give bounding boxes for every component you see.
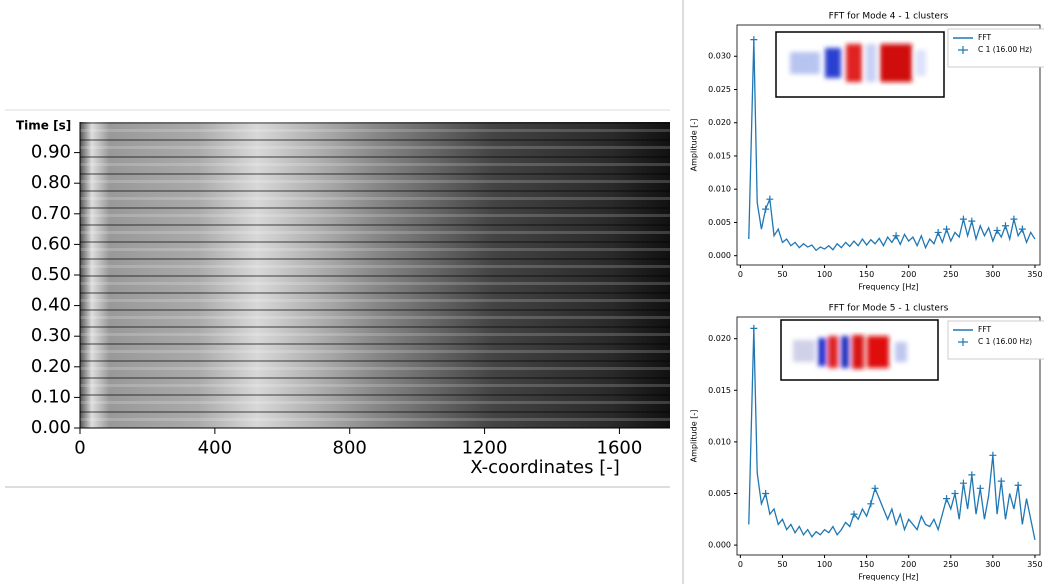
peak-marker [968,217,976,225]
chart-title: FFT for Mode 4 - 1 clusters [829,12,949,22]
x-tick-label: 1200 [462,437,508,458]
peak-marker [1001,222,1009,230]
legend-marker [958,338,968,346]
legend-label: FFT [978,325,991,334]
y-tick-label: 0.015 [708,151,731,160]
spacetime-streaks [80,122,670,428]
y-tick-label: 0.000 [708,541,731,550]
y-tick-label: 0.005 [708,218,731,227]
x-axis-label: Frequency [Hz] [858,283,918,292]
y-tick-label: 0.90 [31,142,71,163]
peak-marker [762,489,770,497]
x-tick-label: 350 [1027,560,1042,569]
plot-frame [736,316,1041,556]
y-axis-label: Amplitude [-] [690,410,699,463]
legend-label: C 1 (16.00 Hz) [978,45,1032,54]
inset-mode-4 [775,31,945,98]
x-tick-label: 0 [74,437,85,458]
peak-marker [871,484,879,492]
peak-marker [968,471,976,479]
x-tick-label: 250 [943,270,958,279]
y-tick-label: 0.030 [708,52,731,61]
peak-marker [750,324,758,332]
x-tick-label: 0 [738,270,743,279]
y-tick-label: 0.20 [31,356,71,377]
x-axis-label: Frequency [Hz] [858,573,918,582]
x-tick-label: 250 [943,560,958,569]
y-tick-label: 0.020 [708,118,731,127]
y-tick-label: 0.010 [708,437,731,446]
y-tick-label: 0.010 [708,185,731,194]
peak-marker [943,495,951,503]
legend-box [947,320,1044,360]
peak-marker [993,226,1001,234]
peak-marker [989,451,997,459]
peak-marker [1014,481,1022,489]
inset-mode-5 [780,319,939,381]
fft-line [748,328,1036,541]
y-tick-label: 0.025 [708,85,731,94]
y-tick-label: 0.50 [31,264,71,285]
y-tick-label: 0.30 [31,325,71,346]
y-axis-label: Time [s] [16,119,71,133]
x-tick-label: 0 [738,560,743,569]
x-tick-label: 150 [859,560,874,569]
peak-marker [892,232,900,240]
x-tick-label: 350 [1027,270,1042,279]
peak-marker [997,477,1005,485]
peak-marker [943,225,951,233]
legend-marker [958,46,968,54]
peak-marker [1010,215,1018,223]
x-tick-label: 200 [901,270,916,279]
x-tick-label: 400 [198,437,232,458]
x-tick-label: 150 [859,270,874,279]
x-tick-label: 50 [777,270,787,279]
x-tick-label: 100 [817,560,832,569]
fft-line [748,39,1036,252]
peak-marker [951,489,959,497]
peak-marker [766,195,774,203]
x-tick-label: 300 [985,270,1000,279]
y-tick-label: 0.000 [708,251,731,260]
y-tick-label: 0.00 [31,417,71,438]
peak-marker [750,36,758,44]
peak-marker [959,479,967,487]
y-tick-label: 0.020 [708,334,731,343]
y-tick-label: 0.005 [708,489,731,498]
x-tick-label: 100 [817,270,832,279]
y-tick-label: 0.015 [708,386,731,395]
peak-marker [934,228,942,236]
y-tick-label: 0.10 [31,386,71,407]
chart-title: FFT for Mode 5 - 1 clusters [829,304,949,314]
y-tick-label: 0.80 [31,172,71,193]
peak-marker [762,205,770,213]
y-axis-label: Amplitude [-] [690,119,699,172]
x-tick-label: 50 [777,560,787,569]
x-tick-label: 200 [901,560,916,569]
y-tick-label: 0.70 [31,203,71,224]
y-tick-label: 0.40 [31,295,71,316]
y-tick-label: 0.60 [31,233,71,254]
legend-box [947,28,1044,68]
peak-marker [976,484,984,492]
plot-frame [736,24,1041,266]
peak-marker [850,510,858,518]
legend-label: C 1 (16.00 Hz) [978,337,1032,346]
peak-marker [959,215,967,223]
x-tick-label: 800 [333,437,367,458]
peak-marker [867,500,875,508]
x-tick-label: 1600 [597,437,643,458]
legend-label: FFT [978,33,991,42]
peak-marker [1018,225,1026,233]
x-tick-label: 300 [985,560,1000,569]
x-axis-label: X-coordinates [-] [470,457,620,478]
